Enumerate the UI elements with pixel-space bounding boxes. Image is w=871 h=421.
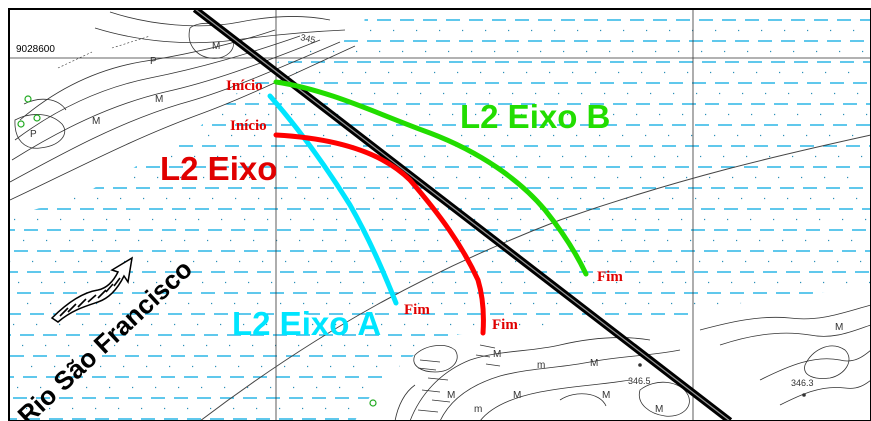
terrain-symbol: M (835, 322, 843, 333)
terrain-symbol: m (537, 360, 545, 371)
terrain-symbols: M M M P P M M M M M M M m m (30, 41, 843, 415)
terrain-symbol: M (92, 116, 100, 127)
routes (267, 79, 589, 336)
route-eixo-line (273, 132, 486, 336)
terrain-symbol: M (155, 94, 163, 105)
terrain-symbol: M (602, 390, 610, 401)
terrain-symbol: M (212, 41, 220, 52)
boundary-curve (199, 134, 871, 421)
northing-label: 9028600 (16, 44, 55, 55)
route-eixo-a-line (267, 93, 399, 306)
terrain-symbol: P (150, 56, 157, 67)
route-eixo-start: Início (230, 118, 267, 134)
terrain-symbol: M (493, 349, 501, 360)
terrain-symbol: P (30, 129, 37, 140)
route-eixo-b-start: Início (226, 78, 263, 94)
contour-labels: 345 346.5 346.3 (300, 32, 814, 388)
route-markers: Início Início Fim Fim Fim (226, 78, 623, 333)
map-frame (8, 8, 871, 421)
flow-direction-arrow-icon (50, 256, 134, 323)
route-eixo-b-line (273, 79, 589, 277)
route-eixo-a-label: L2 Eixo A (232, 305, 381, 342)
land-bottom (355, 285, 871, 421)
terrain-symbol: m (474, 404, 482, 415)
terrain-symbol: M (447, 390, 455, 401)
route-eixo-b-end: Fim (597, 269, 623, 285)
route-eixo-label: L2 Eixo (160, 150, 277, 187)
terrain-symbol: M (513, 390, 521, 401)
terrain-symbol: M (655, 404, 663, 415)
contour-label: 345 (300, 32, 317, 45)
contour-label: 346.3 (791, 378, 814, 388)
coordinate-grid (9, 9, 871, 421)
route-eixo-b-label: L2 Eixo B (460, 98, 610, 135)
route-eixo-end: Fim (492, 317, 518, 333)
contour-label: 346.5 (628, 376, 651, 386)
terrain-symbol: M (590, 358, 598, 369)
route-eixo-a-end: Fim (404, 302, 430, 318)
